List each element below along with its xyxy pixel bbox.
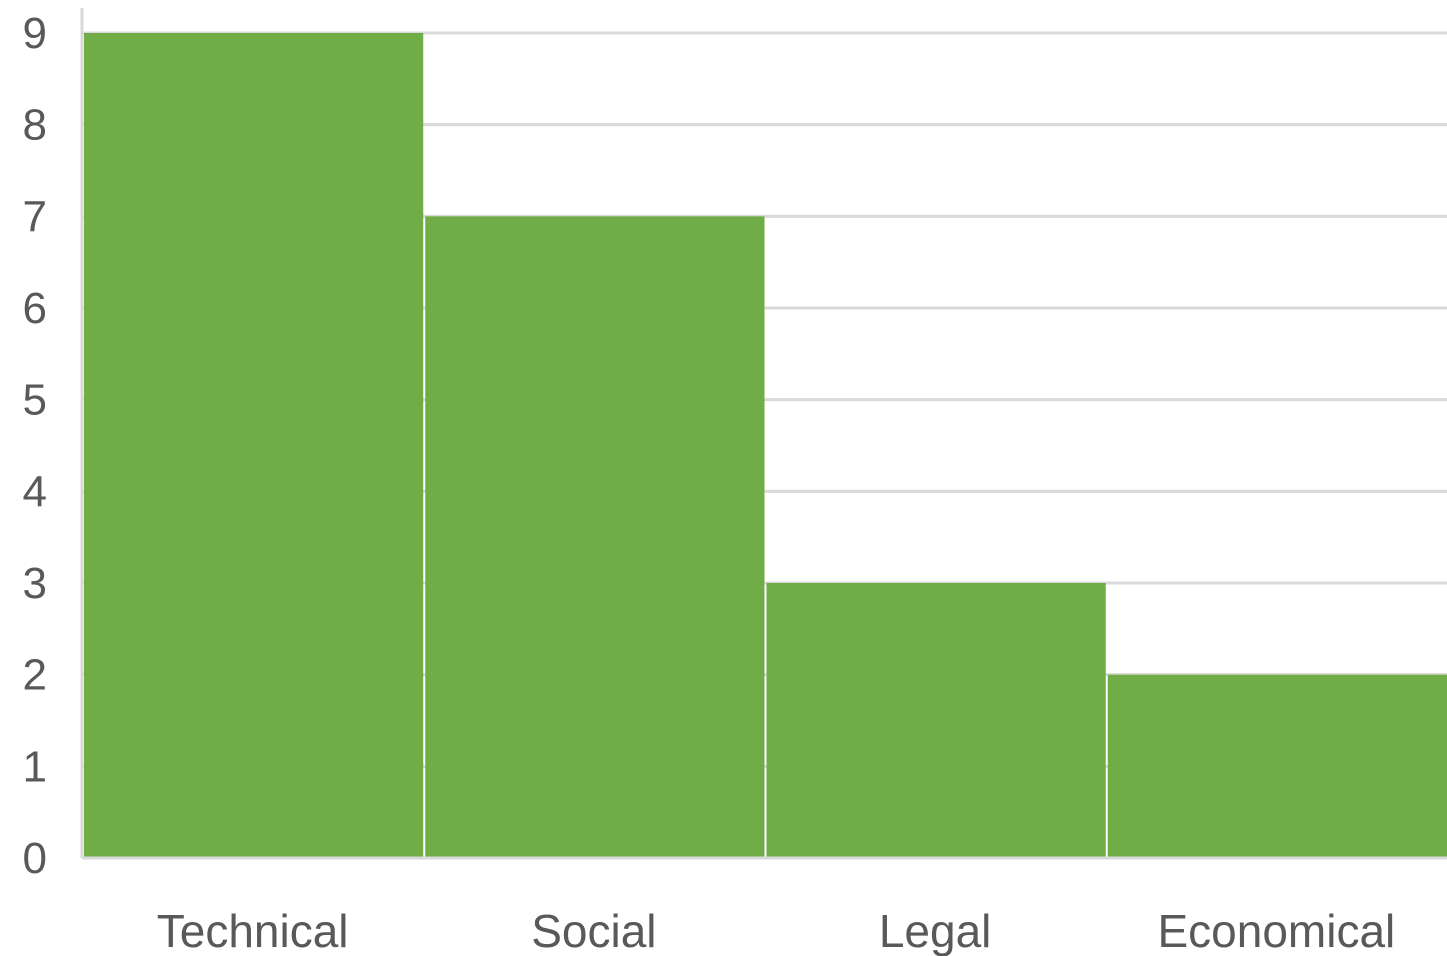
x-category-label: Economical — [1157, 905, 1395, 956]
y-tick-label: 2 — [23, 651, 47, 700]
y-tick-label: 3 — [23, 559, 47, 608]
bar — [1107, 674, 1447, 858]
bar — [84, 33, 424, 858]
bar — [766, 583, 1106, 858]
x-category-label: Technical — [157, 905, 349, 956]
y-tick-label: 5 — [23, 376, 47, 425]
y-tick-label: 0 — [23, 834, 47, 883]
y-tick-label: 8 — [23, 101, 47, 150]
bars — [84, 33, 1447, 859]
y-tick-label: 9 — [23, 9, 47, 58]
y-tick-label: 6 — [23, 284, 47, 333]
y-tick-label: 4 — [23, 467, 47, 516]
x-category-label: Legal — [879, 905, 992, 956]
y-tick-label: 1 — [23, 742, 47, 791]
y-tick-labels: 0 1 2 3 4 5 6 7 8 9 — [23, 9, 47, 883]
x-category-label: Social — [531, 905, 656, 956]
y-tick-label: 7 — [23, 192, 47, 241]
bar — [425, 216, 765, 859]
axes — [80, 8, 1447, 860]
x-category-labels: Technical Social Legal Economical — [157, 905, 1396, 956]
